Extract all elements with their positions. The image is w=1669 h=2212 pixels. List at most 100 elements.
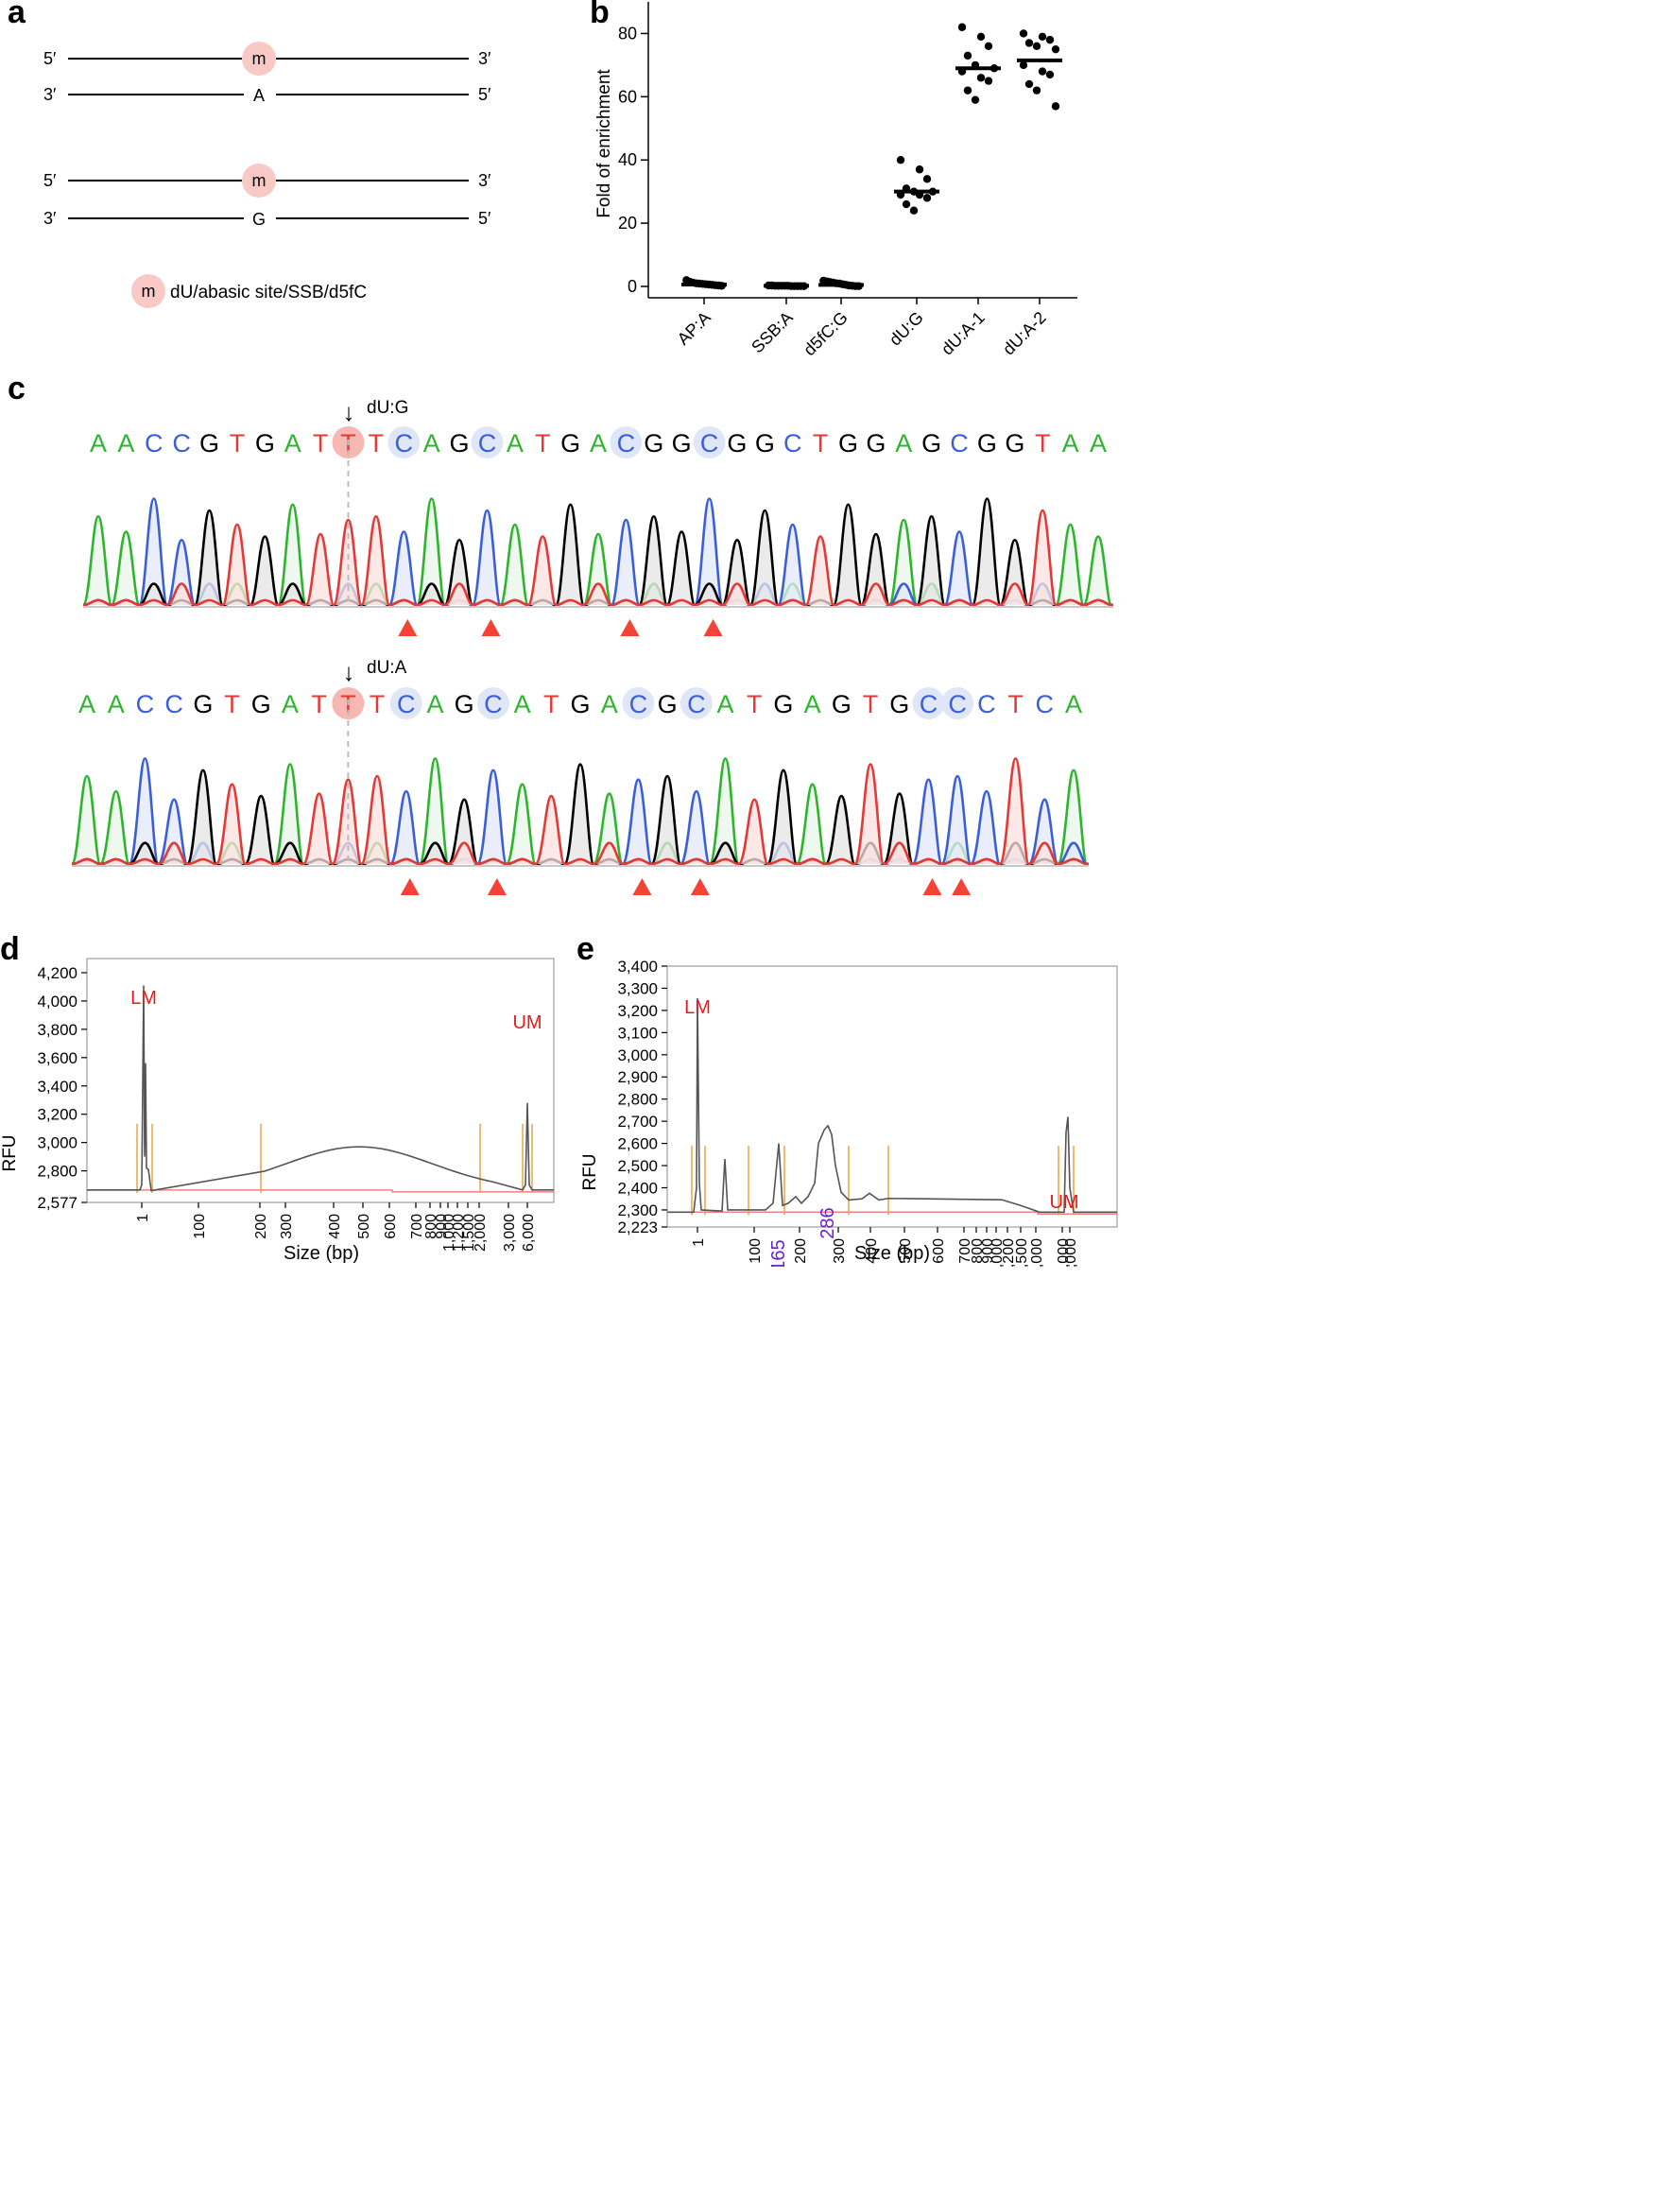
c-base-letter: G (889, 690, 909, 718)
peak-label: 165 (768, 1239, 789, 1267)
c2-annotation-arrow: ↓ (343, 658, 355, 686)
c-triangle (398, 619, 418, 636)
b-point (1024, 79, 1034, 89)
c-triangle (952, 878, 972, 895)
c-highlight-blue (912, 687, 945, 719)
mod-letter-2: m (252, 171, 267, 190)
ytick-label: 2,900 (617, 1068, 658, 1086)
c-base-letter: C (783, 429, 802, 458)
b-point (1045, 70, 1055, 79)
ytick-label: 2,800 (617, 1091, 658, 1109)
xtick-label: 200 (793, 1238, 809, 1264)
xtick-label: 6,000 (521, 1214, 537, 1252)
c2-chromatogram (70, 700, 1089, 867)
panel-d-electropherogram: RFU Size (bp) 2,577 2,800 3,000 3,200 3,400 3… (0, 958, 555, 1267)
xtick-label: 300 (832, 1238, 848, 1264)
c-base-letter: T (1007, 690, 1024, 718)
ytick-label: 2,500 (617, 1157, 658, 1175)
c-base-letter: C (920, 690, 938, 718)
c1-annotation-text: dU:G (367, 398, 408, 418)
c-base-letter: G (251, 690, 271, 718)
c-trace-fill-G (83, 498, 1113, 605)
c-base-letter: C (172, 429, 191, 458)
c-base-letter: G (832, 690, 852, 718)
strand-1-bottom-3-label: 3′ (43, 85, 57, 104)
b-point (957, 23, 967, 31)
b-ytick-label: 40 (618, 150, 637, 169)
e-ylabel: RFU (580, 1153, 600, 1190)
c-triangle (620, 619, 640, 636)
b-point (1038, 67, 1047, 76)
c-triangle (690, 878, 710, 895)
c-highlight-blue (622, 687, 655, 719)
b-point (896, 156, 905, 164)
c-base-letter: A (282, 690, 299, 718)
d-axes: 2,577 2,800 3,000 3,200 3,400 3,600 3,800 4,000… (37, 958, 555, 1252)
c-base-letter: A (426, 690, 443, 718)
c-base-letter: A (108, 690, 125, 718)
b-ytick-label: 60 (618, 87, 637, 106)
ytick-label: 2,577 (37, 1194, 77, 1212)
c-base-letter: C (948, 690, 967, 718)
c-base-letter: T (863, 690, 879, 718)
xtick-label: 600 (931, 1238, 947, 1264)
c-triangle (703, 619, 723, 636)
xtick-label: 3,000 (1056, 1238, 1072, 1267)
panel-label-c: c (8, 371, 26, 406)
c-base-letter: C (164, 690, 183, 718)
c-base-letter: G (455, 690, 474, 718)
duplex-2: 5′ m 3′ 3′ G 5′ (43, 164, 491, 229)
xtick-label: 100 (748, 1238, 764, 1264)
c-base-letter: G (866, 429, 886, 458)
b-ytick-label: 80 (618, 24, 637, 43)
ytick-label: 3,400 (37, 1078, 77, 1096)
c-highlight-blue (610, 426, 643, 458)
c-base-letter: A (507, 429, 524, 458)
peak-label: 484 (349, 1266, 370, 1267)
c-base-letter: A (895, 429, 912, 458)
c-base-letter: T (311, 690, 327, 718)
c-base-letter: G (838, 429, 858, 458)
b-point (1038, 32, 1047, 41)
c-base-letter: G (199, 429, 219, 458)
b-point (976, 74, 986, 82)
ytick-label: 2,700 (617, 1113, 658, 1131)
b-point (1019, 29, 1028, 38)
ytick-label: 3,600 (37, 1049, 77, 1067)
c-base-letter: T (370, 690, 386, 718)
c-highlight-blue (941, 687, 974, 719)
c-base-letter: G (644, 429, 663, 458)
xtick-label: 1,500 (461, 1214, 477, 1252)
c-base-letter: C (977, 690, 996, 718)
c-highlight-blue (693, 426, 726, 458)
b-point (971, 95, 980, 104)
c-base-letter: T (813, 429, 829, 458)
legend-mod-text: dU/abasic site/SSB/d5fC (170, 283, 367, 302)
b-point (1051, 44, 1060, 54)
c-base-letter: A (117, 429, 134, 458)
xtick-label: 400 (327, 1214, 343, 1239)
xtick-label: 800 (970, 1238, 986, 1264)
c-base-letter: G (977, 429, 997, 458)
c-base-letter: A (1065, 690, 1082, 718)
mod-circle-1 (242, 42, 276, 76)
c-trace-line-T (82, 509, 1113, 607)
b-ylabel: Fold of enrichment (594, 69, 614, 218)
ytick-label: 3,400 (617, 958, 658, 976)
xtick-label: 1 (135, 1214, 151, 1222)
xtick-label: 700 (957, 1238, 973, 1264)
c-base-letter: G (672, 429, 692, 458)
c-base-letter: G (658, 690, 678, 718)
strand-2-top-3-label: 3′ (478, 171, 491, 190)
c-base-letter: A (423, 429, 440, 458)
c-base-letter: C (950, 429, 969, 458)
b-point (963, 51, 972, 60)
b-point (984, 77, 993, 85)
c-triangle (487, 878, 507, 895)
mod-circle-2 (242, 164, 276, 198)
